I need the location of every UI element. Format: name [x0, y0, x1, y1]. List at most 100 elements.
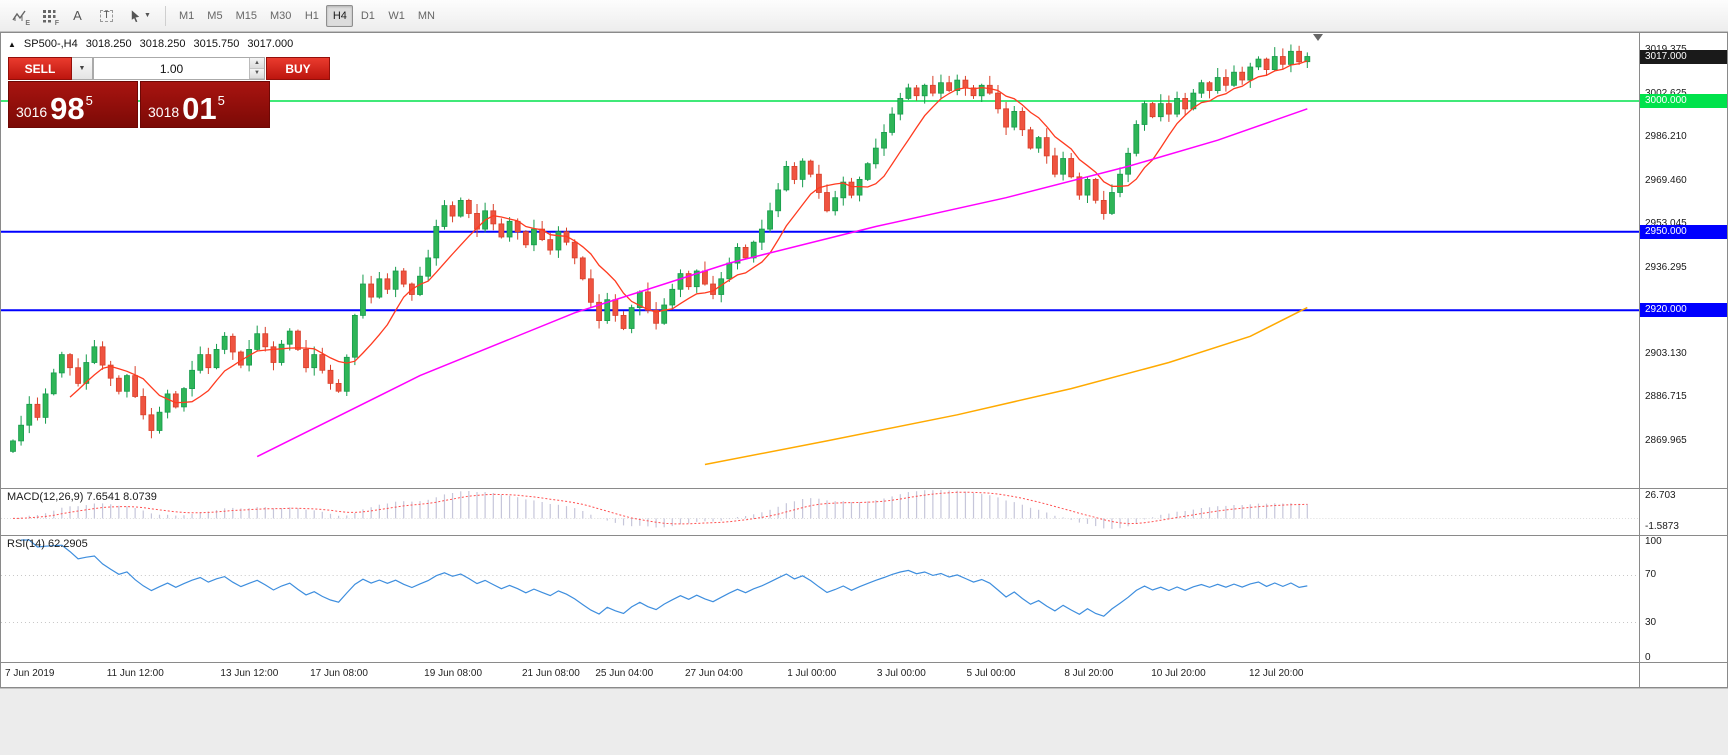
price-axis-label: 2903.130 — [1645, 348, 1687, 360]
price-badge: 2950.000 — [1640, 224, 1727, 239]
price-badge: 2920.000 — [1640, 303, 1727, 318]
time-axis-label: 10 Jul 20:00 — [1151, 668, 1206, 679]
new-chart-icon[interactable]: E — [6, 4, 33, 28]
time-axis-label: 17 Jun 08:00 — [310, 668, 368, 679]
rsi-axis-label: 0 — [1645, 652, 1651, 663]
timeframe-group: M1 M5 M15 M30 H1 H4 D1 W1 MN — [173, 4, 441, 27]
bottom-strip — [0, 688, 1728, 755]
rsi-line-chart — [1, 539, 1639, 623]
cursor-tool-icon[interactable]: ▼ — [122, 4, 158, 28]
time-axis-label: 13 Jun 12:00 — [220, 668, 279, 679]
price-axis-label: 2969.460 — [1645, 174, 1687, 186]
timeframe-h1[interactable]: H1 — [298, 5, 325, 27]
text-box-icon[interactable]: T — [93, 4, 120, 28]
price-axis-label: 2986.210 — [1645, 131, 1687, 143]
ask-price-display[interactable]: 3018 01 5 — [140, 81, 270, 128]
price-badge: 3000.000 — [1640, 93, 1727, 108]
icon-sub-label: F — [54, 19, 59, 27]
symbol-marker-icon: ▲ — [8, 39, 16, 49]
price-panel: ▲ SP500-,H4 3018.250 3018.250 3015.750 3… — [1, 33, 1727, 488]
timeframe-m15[interactable]: M15 — [230, 5, 263, 27]
ohlc-low: 3015.750 — [193, 38, 240, 50]
toolbar: E F A T ▼ M1 M5 M15 M30 H1 H4 D1 W1 MN — [0, 0, 1728, 32]
toolbar-separator — [165, 5, 166, 26]
rsi-axis-label: 30 — [1645, 616, 1657, 628]
bid-big-digits: 98 — [50, 91, 85, 126]
rsi-chart-canvas[interactable]: RSI(14) 62.2905 — [1, 536, 1639, 662]
macd-histogram — [1, 490, 1639, 529]
grid-glyph-icon — [42, 9, 55, 22]
chart-window: ▲ SP500-,H4 3018.250 3018.250 3015.750 3… — [0, 32, 1728, 688]
bid-pip-digit: 5 — [85, 93, 93, 108]
time-axis-label: 1 Jul 00:00 — [787, 668, 837, 679]
timeframe-w1[interactable]: W1 — [382, 5, 411, 27]
ask-prefix: 3018 — [148, 104, 180, 120]
symbol-info: ▲ SP500-,H4 3018.250 3018.250 3015.750 3… — [8, 38, 293, 50]
price-axis-label: 2953.045 — [1645, 217, 1687, 229]
time-axis-label: 21 Jun 08:00 — [521, 668, 580, 679]
ohlc-close: 3017.000 — [247, 38, 294, 50]
sell-button[interactable]: SELL — [8, 57, 72, 80]
letter-a-glyph: A — [73, 8, 82, 23]
buy-button[interactable]: BUY — [266, 57, 330, 80]
rsi-panel: RSI(14) 62.2905 100 70 30 0 — [1, 535, 1727, 663]
indicator-grid-icon[interactable]: F — [35, 4, 62, 28]
ask-big-digits: 01 — [182, 91, 217, 126]
timeframe-m1[interactable]: M1 — [173, 5, 200, 27]
rsi-label: RSI(14) 62.2905 — [7, 538, 88, 550]
timeframe-mn[interactable]: MN — [412, 5, 441, 27]
axis-corner — [1639, 663, 1727, 687]
ohlc-open: 3018.250 — [85, 38, 132, 50]
ask-pip-digit: 5 — [217, 93, 225, 108]
volume-spinner: ▲ ▼ — [249, 58, 264, 79]
volume-field: ▲ ▼ — [93, 57, 265, 80]
letter-t-glyph: T — [100, 9, 113, 22]
timeframe-h4[interactable]: H4 — [326, 4, 354, 27]
trade-controls-row: SELL ▼ ▲ ▼ BUY — [8, 57, 330, 80]
price-chart-canvas[interactable]: ▲ SP500-,H4 3018.250 3018.250 3015.750 3… — [1, 33, 1639, 488]
macd-axis[interactable]: 26.703 -1.5873 — [1639, 489, 1727, 535]
time-axis-label: 5 Jul 00:00 — [966, 668, 1016, 679]
one-click-trade-panel: SELL ▼ ▲ ▼ BUY 3016 — [8, 57, 330, 128]
time-axis-label: 27 Jun 04:00 — [684, 668, 743, 679]
quote-display-row: 3016 98 5 3018 01 5 — [8, 81, 270, 128]
time-axis-label: 3 Jul 00:00 — [876, 668, 926, 679]
time-axis-row: 7 Jun 2019 11 Jun 12:00 13 Jun 12:00 17 Jun… — [1, 662, 1727, 687]
symbol-name: SP500-,H4 — [23, 38, 78, 50]
chevron-down-icon: ▼ — [78, 65, 86, 72]
text-label-icon[interactable]: A — [64, 4, 91, 28]
rsi-axis-label: 70 — [1645, 569, 1657, 581]
time-axis-label: 12 Jul 20:00 — [1249, 668, 1304, 679]
chevron-down-icon: ▼ — [144, 12, 151, 19]
price-axis-label: 2886.715 — [1645, 391, 1687, 403]
volume-spin-down[interactable]: ▼ — [250, 68, 264, 79]
timeframe-m5[interactable]: M5 — [201, 5, 228, 27]
icon-sub-label: E — [25, 19, 30, 27]
rsi-axis[interactable]: 100 70 30 0 — [1639, 536, 1727, 663]
macd-panel: MACD(12,26,9) 7.6541 8.0739 26.703 -1.58… — [1, 488, 1727, 535]
order-dropdown-button[interactable]: ▼ — [72, 57, 93, 80]
price-axis-label: 2936.295 — [1645, 261, 1687, 273]
price-axis[interactable]: 3019.3753002.6252986.2102969.4602953.045… — [1639, 33, 1727, 488]
timeframe-m30[interactable]: M30 — [264, 5, 297, 27]
ohlc-high: 3018.250 — [139, 38, 186, 50]
volume-spin-up[interactable]: ▲ — [250, 58, 264, 69]
rsi-axis-label: 100 — [1645, 536, 1662, 547]
macd-axis-top-label: 26.703 — [1645, 490, 1676, 501]
cursor-arrow-icon — [131, 9, 140, 22]
macd-chart-canvas[interactable]: MACD(12,26,9) 7.6541 8.0739 — [1, 489, 1639, 535]
macd-axis-bottom-label: -1.5873 — [1645, 521, 1679, 532]
timeframe-d1[interactable]: D1 — [354, 5, 381, 27]
macd-label: MACD(12,26,9) 7.6541 8.0739 — [7, 491, 157, 503]
time-axis-label: 11 Jun 12:00 — [106, 668, 164, 679]
time-axis[interactable]: 7 Jun 2019 11 Jun 12:00 13 Jun 12:00 17 Jun… — [1, 663, 1639, 687]
bid-price-display[interactable]: 3016 98 5 — [8, 81, 138, 128]
time-axis-label: 25 Jun 04:00 — [595, 668, 654, 679]
time-axis-label: 8 Jul 20:00 — [1064, 668, 1114, 679]
time-axis-label: 19 Jun 08:00 — [424, 668, 483, 679]
chart-glyph-icon — [12, 10, 26, 21]
volume-input[interactable] — [94, 58, 249, 79]
chart-shift-marker-icon[interactable] — [1313, 34, 1323, 41]
price-axis-label: 2869.965 — [1645, 435, 1687, 447]
